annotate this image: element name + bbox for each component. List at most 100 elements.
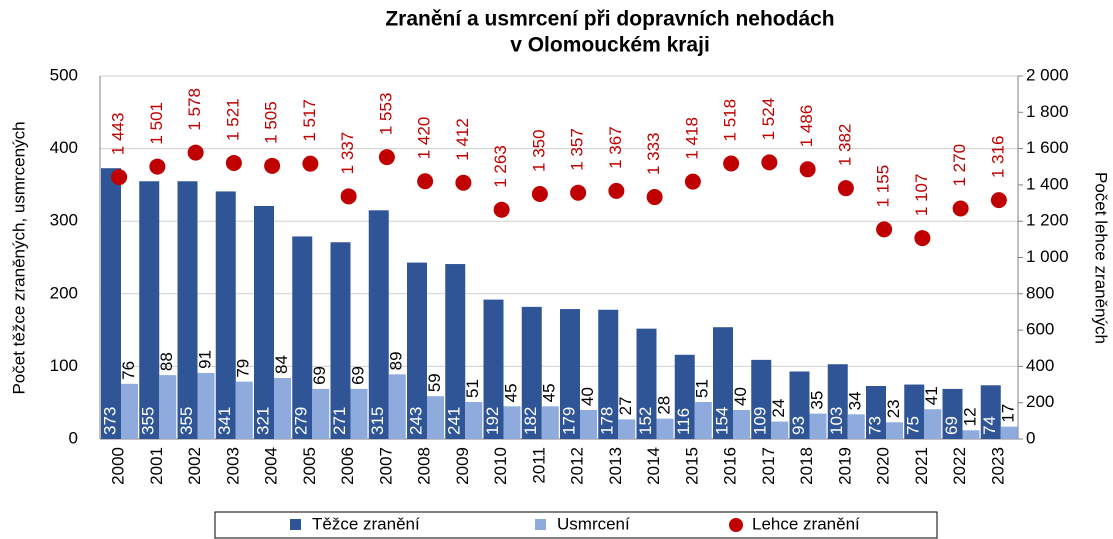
bar-label: 88 — [157, 352, 176, 371]
bar — [483, 299, 504, 439]
bar-label: 279 — [292, 407, 311, 435]
dot-label: 1 350 — [529, 129, 548, 172]
bar-label: 51 — [463, 379, 482, 398]
dot-label: 1 412 — [453, 118, 472, 161]
y2-tick-label: 1 000 — [1026, 247, 1069, 266]
bar — [159, 375, 177, 439]
dot-label: 1 316 — [988, 136, 1007, 179]
bar-label: 93 — [789, 416, 808, 435]
y-tick-label: 500 — [50, 65, 78, 84]
bar-label: 45 — [540, 383, 559, 402]
legend-swatch — [290, 519, 301, 530]
dot — [684, 173, 701, 190]
bar — [235, 381, 253, 439]
bar — [904, 384, 925, 439]
dot — [952, 200, 969, 217]
y2-tick-label: 200 — [1026, 392, 1054, 411]
bar — [924, 409, 942, 439]
bar — [980, 385, 1001, 439]
bar — [847, 414, 865, 439]
bar-label: 355 — [139, 407, 158, 435]
bar — [503, 406, 521, 439]
x-tick-label: 2011 — [529, 447, 548, 484]
bar — [618, 419, 636, 439]
legend-label: Usmrcení — [557, 514, 630, 533]
dot — [264, 157, 281, 174]
x-tick-label: 2019 — [835, 447, 854, 485]
bar — [771, 421, 789, 439]
y2-tick-label: 0 — [1026, 428, 1035, 447]
dot-label: 1 333 — [644, 133, 663, 176]
y-tick-label: 100 — [50, 356, 78, 375]
bar-label: 35 — [807, 391, 826, 410]
dot — [531, 185, 548, 202]
dot-label: 1 270 — [950, 144, 969, 187]
bar — [274, 378, 291, 439]
dot — [723, 155, 740, 172]
bar — [809, 413, 827, 439]
bar — [368, 210, 389, 439]
y2-tick-label: 1 600 — [1026, 138, 1069, 157]
x-tick-label: 2012 — [568, 447, 587, 485]
bar — [445, 264, 466, 439]
bar-label: 79 — [234, 359, 253, 378]
bar-label: 355 — [177, 407, 196, 435]
dot-label: 1 263 — [491, 145, 510, 188]
bar — [751, 359, 772, 439]
bar-label: 45 — [501, 383, 520, 402]
bar-label: 152 — [636, 407, 655, 435]
x-tick-label: 2021 — [912, 447, 931, 485]
y-tick-label: 0 — [69, 428, 78, 447]
bar — [598, 309, 619, 439]
y-axis-label: Počet těžce zraněných, usmrcených — [9, 121, 28, 394]
dot-label: 1 553 — [376, 93, 395, 136]
dot — [837, 180, 854, 197]
x-tick-label: 2017 — [759, 447, 778, 485]
bar-label: 103 — [827, 407, 846, 435]
bar — [521, 306, 542, 439]
bar-label: 41 — [922, 386, 941, 405]
bar-label: 73 — [865, 416, 884, 435]
bar-label: 84 — [272, 355, 291, 374]
legend-label: Těžce zranění — [312, 514, 420, 533]
bar — [942, 388, 963, 439]
bar-label: 34 — [846, 391, 865, 410]
dot-label: 1 521 — [223, 98, 242, 141]
bar-label: 75 — [904, 416, 923, 435]
bar — [789, 371, 810, 439]
dot — [340, 188, 357, 205]
y2-tick-label: 1 400 — [1026, 174, 1069, 193]
dot — [646, 189, 663, 206]
bar — [312, 388, 330, 439]
bar — [197, 372, 215, 439]
x-tick-label: 2022 — [950, 447, 969, 485]
dot — [417, 173, 434, 190]
y2-axis-label: Počet lehce zraněných — [1092, 172, 1111, 344]
dot-label: 1 505 — [262, 101, 281, 144]
bar-label: 59 — [425, 373, 444, 392]
y2-tick-label: 600 — [1026, 320, 1054, 339]
dot-label: 1 501 — [147, 102, 166, 145]
bar-label: 154 — [712, 407, 731, 435]
dot — [455, 174, 472, 191]
bar-label: 74 — [980, 416, 999, 435]
x-tick-label: 2013 — [606, 447, 625, 485]
bar-label: 23 — [884, 399, 903, 418]
x-tick-label: 2016 — [721, 447, 740, 485]
bar-label: 12 — [960, 407, 979, 426]
dot-label: 1 357 — [568, 128, 587, 171]
bar-label: 91 — [195, 350, 214, 369]
bar — [427, 396, 444, 439]
bar-label: 116 — [674, 408, 693, 435]
bar — [139, 181, 160, 439]
y2-tick-label: 800 — [1026, 283, 1054, 302]
dot — [149, 158, 166, 175]
bar — [465, 401, 483, 439]
bar-label: 69 — [942, 416, 961, 435]
bar-label: 373 — [100, 407, 119, 435]
bar — [292, 236, 313, 439]
bar — [733, 409, 750, 439]
bar-label: 179 — [559, 407, 578, 435]
bar — [580, 409, 597, 439]
